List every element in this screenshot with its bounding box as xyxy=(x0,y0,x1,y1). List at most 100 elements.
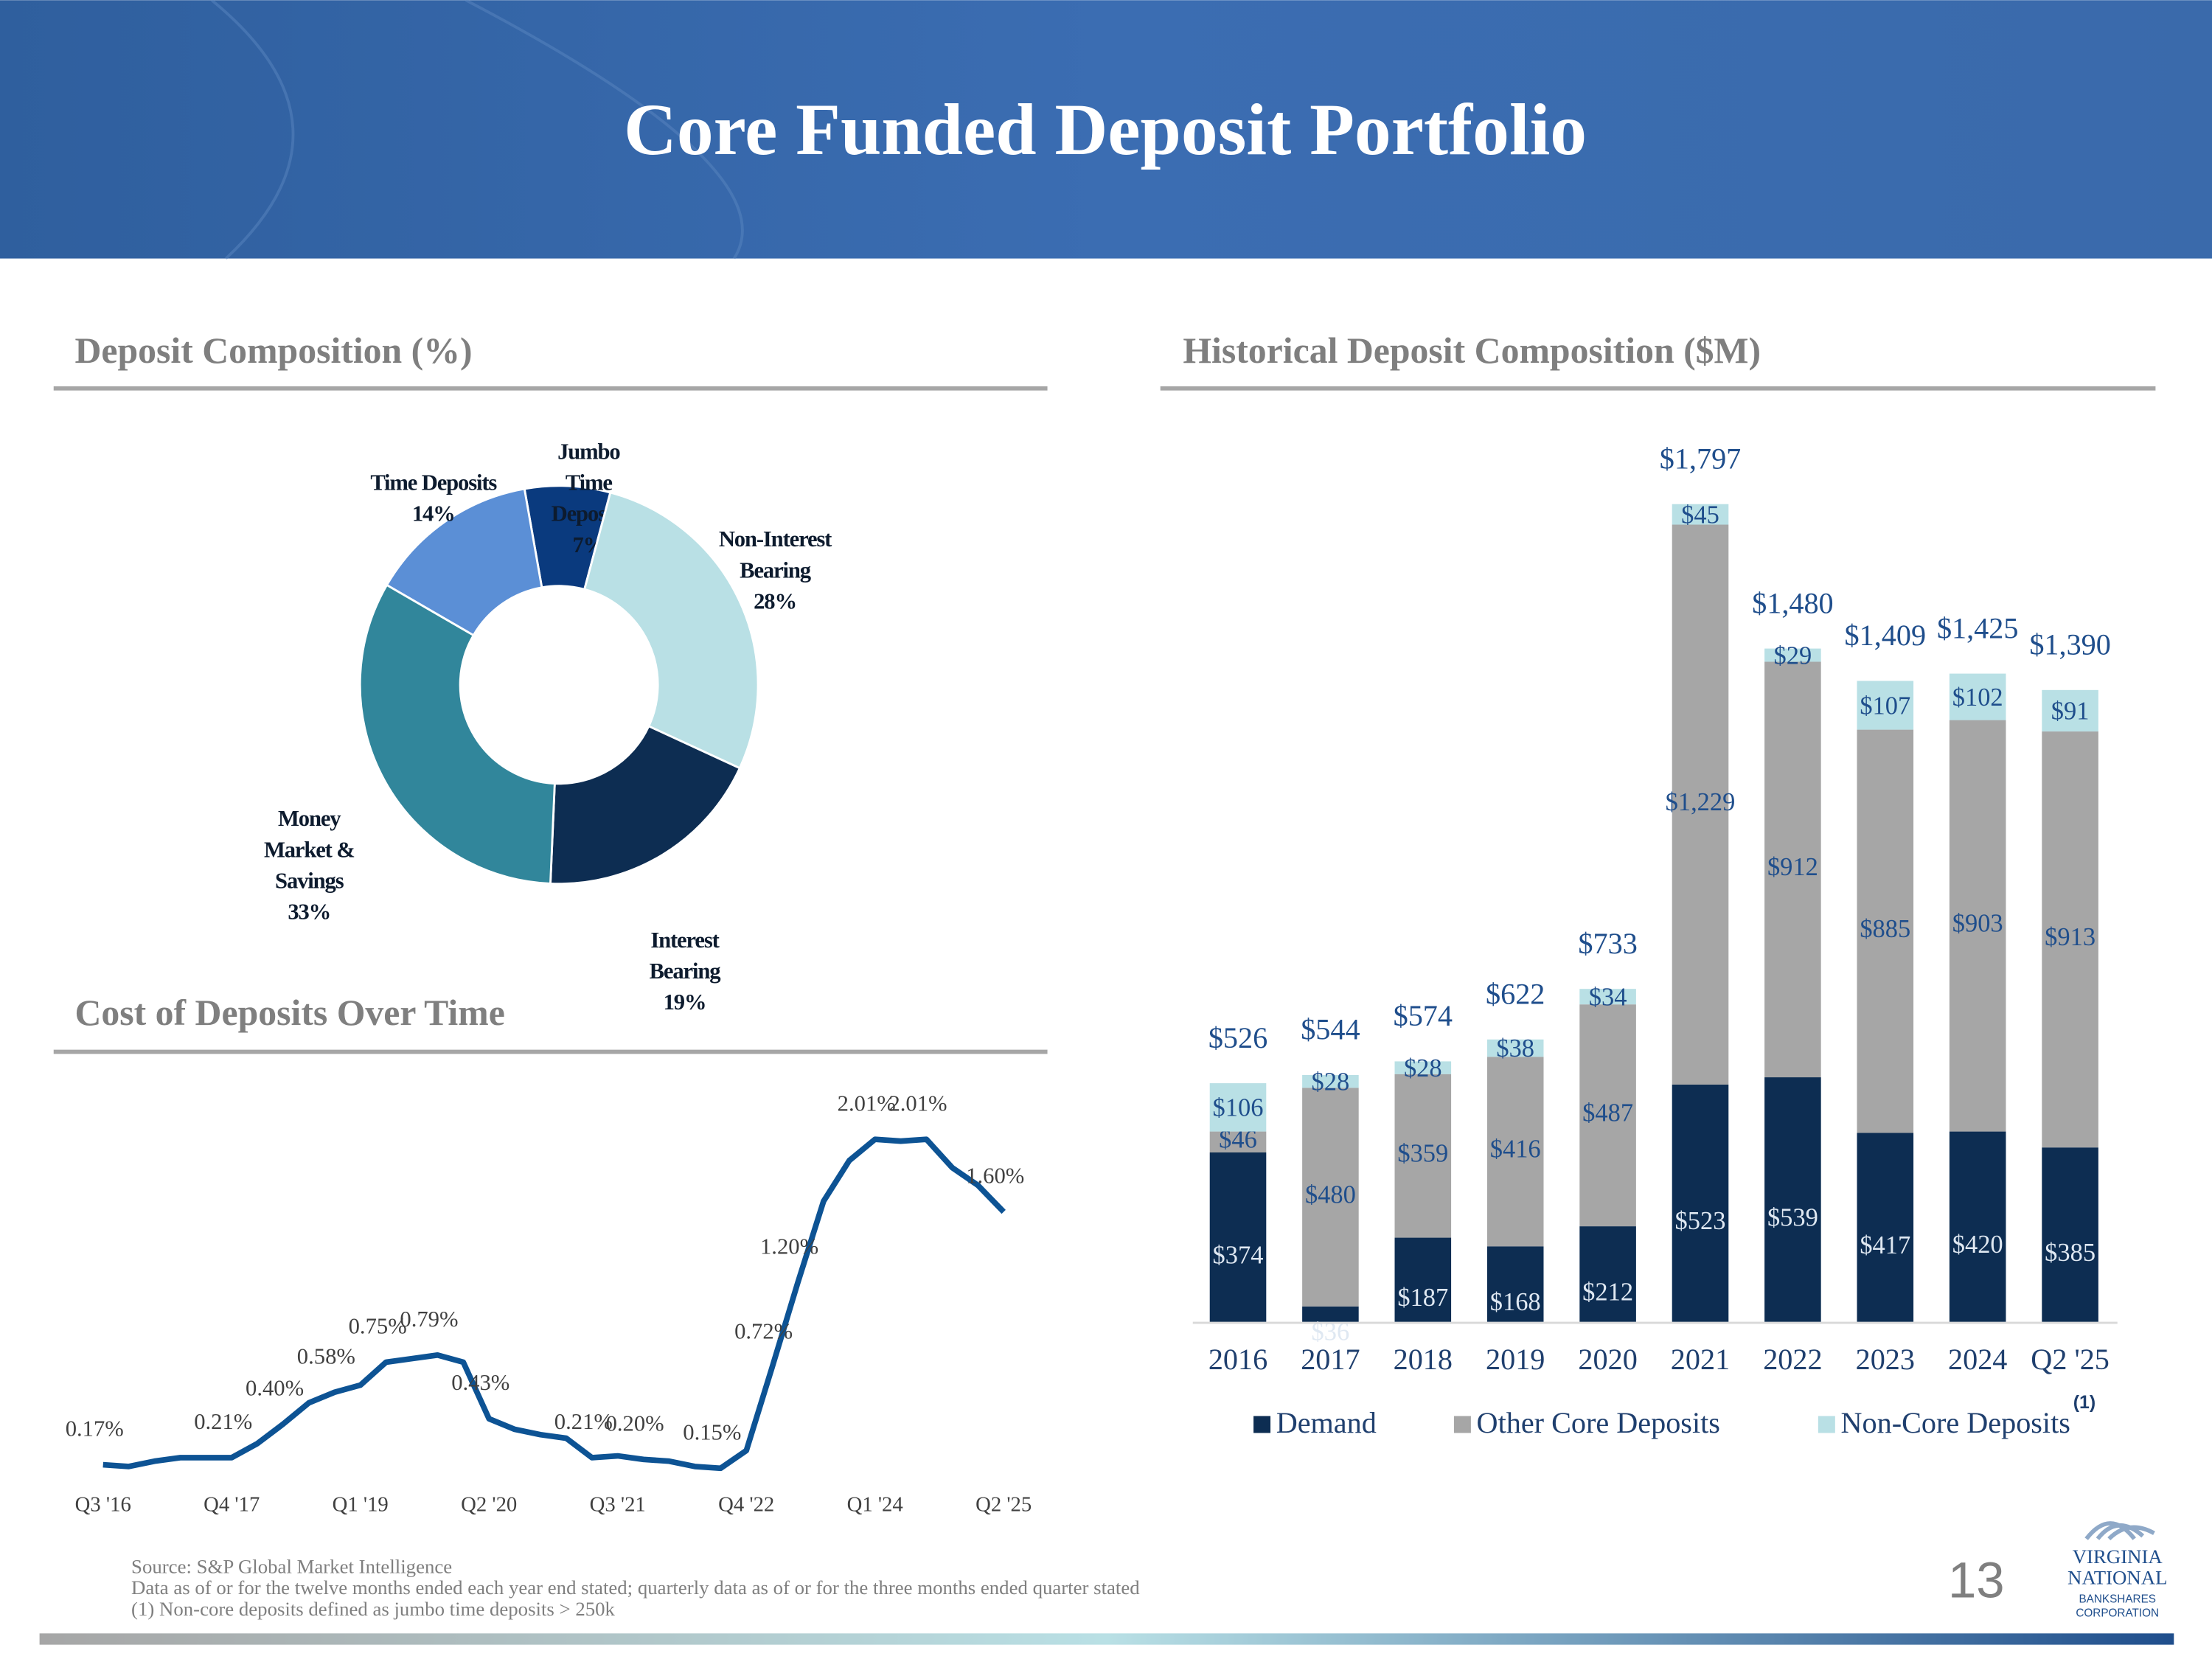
total-label: $733 xyxy=(1578,927,1637,960)
bar-value-label: $1,229 xyxy=(1666,788,1736,816)
bar-value-label: $29 xyxy=(1774,641,1812,669)
bar-segment xyxy=(1209,1083,1267,1132)
pie-slice xyxy=(582,491,759,770)
footnote: Data as of or for the twelve months ende… xyxy=(131,1576,1140,1599)
bar-segment xyxy=(1579,1004,1636,1227)
data-label: 0.75% xyxy=(349,1313,407,1338)
x-tick-label: 2016 xyxy=(1208,1343,1267,1376)
bar-segment xyxy=(1672,504,1729,525)
pie-category: Time Deposits xyxy=(370,471,497,496)
pie-slice xyxy=(358,583,556,885)
bar-segment xyxy=(1302,1074,1359,1088)
total-label: $574 xyxy=(1394,999,1453,1032)
slide-title: Core Funded Deposit Portfolio xyxy=(624,88,1587,170)
total-label: $1,480 xyxy=(1752,586,1834,619)
data-label: 0.40% xyxy=(246,1375,304,1400)
line-series xyxy=(102,1136,1006,1472)
bar-segment xyxy=(1857,681,1914,730)
bar-segment xyxy=(1857,1133,1914,1324)
bar-segment xyxy=(1302,1306,1359,1324)
bar-value-label: $187 xyxy=(1397,1284,1448,1312)
bar-segment xyxy=(1579,989,1636,1005)
pie-category: Jumbo Time Deposits xyxy=(551,440,627,527)
bar-value-label: $38 xyxy=(1496,1034,1534,1062)
pie-slice xyxy=(385,487,543,637)
bar-value-label: $107 xyxy=(1860,692,1910,720)
logo-text: CORPORATION xyxy=(2076,1607,2159,1620)
header-decoration xyxy=(210,0,744,260)
total-label: $1,425 xyxy=(1937,611,2019,644)
data-label: 0.21% xyxy=(194,1409,252,1434)
bar-segment xyxy=(1949,1131,2006,1324)
bar-value-label: $374 xyxy=(1213,1241,1264,1269)
pie-value-label: 14% xyxy=(411,502,456,527)
x-tick-label: 2017 xyxy=(1301,1343,1360,1376)
legend-swatch xyxy=(1253,1416,1271,1433)
bar-segment xyxy=(1209,1152,1267,1324)
pie-label-box: Non-Interest Bearing 28% xyxy=(690,525,860,618)
x-tick-label: 2020 xyxy=(1578,1343,1637,1376)
x-tick-label: Q4 '22 xyxy=(718,1493,774,1517)
pie-label: Non-Interest Bearing 28% xyxy=(690,525,860,618)
pie-label: Money Market & Savings 33% xyxy=(224,804,394,928)
bar-value-label: $913 xyxy=(2045,923,2096,951)
bar-value-label: $212 xyxy=(1582,1278,1633,1306)
legend-note: (1) xyxy=(2073,1392,2096,1413)
footnote: (1) Non-core deposits defined as jumbo t… xyxy=(131,1598,615,1620)
bar-value-label: $885 xyxy=(1860,915,1910,943)
x-tick-label: Q3 '16 xyxy=(75,1493,131,1517)
pie-category: Money Market & Savings xyxy=(263,807,355,894)
bar-segment xyxy=(1764,661,1821,1078)
bar-value-label: $168 xyxy=(1490,1288,1541,1316)
pie-value-label: 33% xyxy=(288,900,331,925)
legend-label: Demand xyxy=(1276,1406,1377,1439)
pie-label: Interest Bearing 19% xyxy=(600,926,770,1019)
bar-segment xyxy=(1764,1077,1821,1324)
data-label: 0.58% xyxy=(297,1343,355,1368)
pie-category: Interest Bearing xyxy=(649,928,721,984)
bar-segment xyxy=(2042,731,2098,1148)
bar-segment xyxy=(1949,720,2006,1132)
bar-value-label: $34 xyxy=(1589,983,1627,1011)
data-label: 0.43% xyxy=(451,1370,509,1395)
bar-value-label: $359 xyxy=(1397,1140,1448,1168)
data-label: 0.17% xyxy=(66,1416,124,1441)
bar-segment xyxy=(1764,648,1821,662)
section-title: Deposit Composition (%) xyxy=(74,330,472,371)
pie-label-box: Money Market & Savings 33% xyxy=(224,804,394,928)
logo-text: NATIONAL xyxy=(2067,1567,2167,1589)
header-band xyxy=(0,0,2212,259)
legend-swatch xyxy=(1818,1416,1835,1433)
bar-segment xyxy=(1672,524,1729,1085)
x-tick-label: 2023 xyxy=(1856,1343,1915,1376)
bar-value-label: $903 xyxy=(1952,910,2003,938)
pie-label-box: Time Deposits 14% xyxy=(349,469,518,531)
bar-value-label: $106 xyxy=(1213,1094,1264,1122)
legend-swatch xyxy=(1453,1416,1471,1433)
data-label: 0.15% xyxy=(683,1419,741,1444)
total-label: $1,409 xyxy=(1845,619,1927,652)
bar-value-label: $28 xyxy=(1404,1054,1442,1082)
x-tick-label: 2021 xyxy=(1671,1343,1730,1376)
total-label: $526 xyxy=(1208,1021,1267,1054)
data-label: 0.79% xyxy=(400,1307,458,1332)
bar-segment xyxy=(1394,1074,1452,1238)
logo-mark xyxy=(2084,1521,2155,1541)
x-tick-label: Q1 '19 xyxy=(333,1493,389,1517)
pie-label: Time Deposits 14% xyxy=(349,469,518,531)
pie-slice xyxy=(549,724,742,886)
x-tick-label: Q3 '21 xyxy=(590,1493,646,1517)
bar-segment xyxy=(1672,1084,1729,1324)
bar-value-label: $385 xyxy=(2045,1239,2096,1267)
bar-segment xyxy=(1302,1088,1359,1307)
bar-value-label: $416 xyxy=(1490,1135,1541,1164)
data-label: 0.21% xyxy=(554,1409,613,1434)
total-label: $622 xyxy=(1486,978,1545,1011)
x-tick-label: Q2 '25 xyxy=(2031,1343,2110,1376)
data-label: 1.20% xyxy=(760,1234,818,1259)
data-label: 1.60% xyxy=(966,1164,1024,1189)
bar-segment xyxy=(1394,1061,1452,1074)
footer-band xyxy=(39,1633,2174,1645)
pie-label-box: Interest Bearing 19% xyxy=(600,926,770,1019)
